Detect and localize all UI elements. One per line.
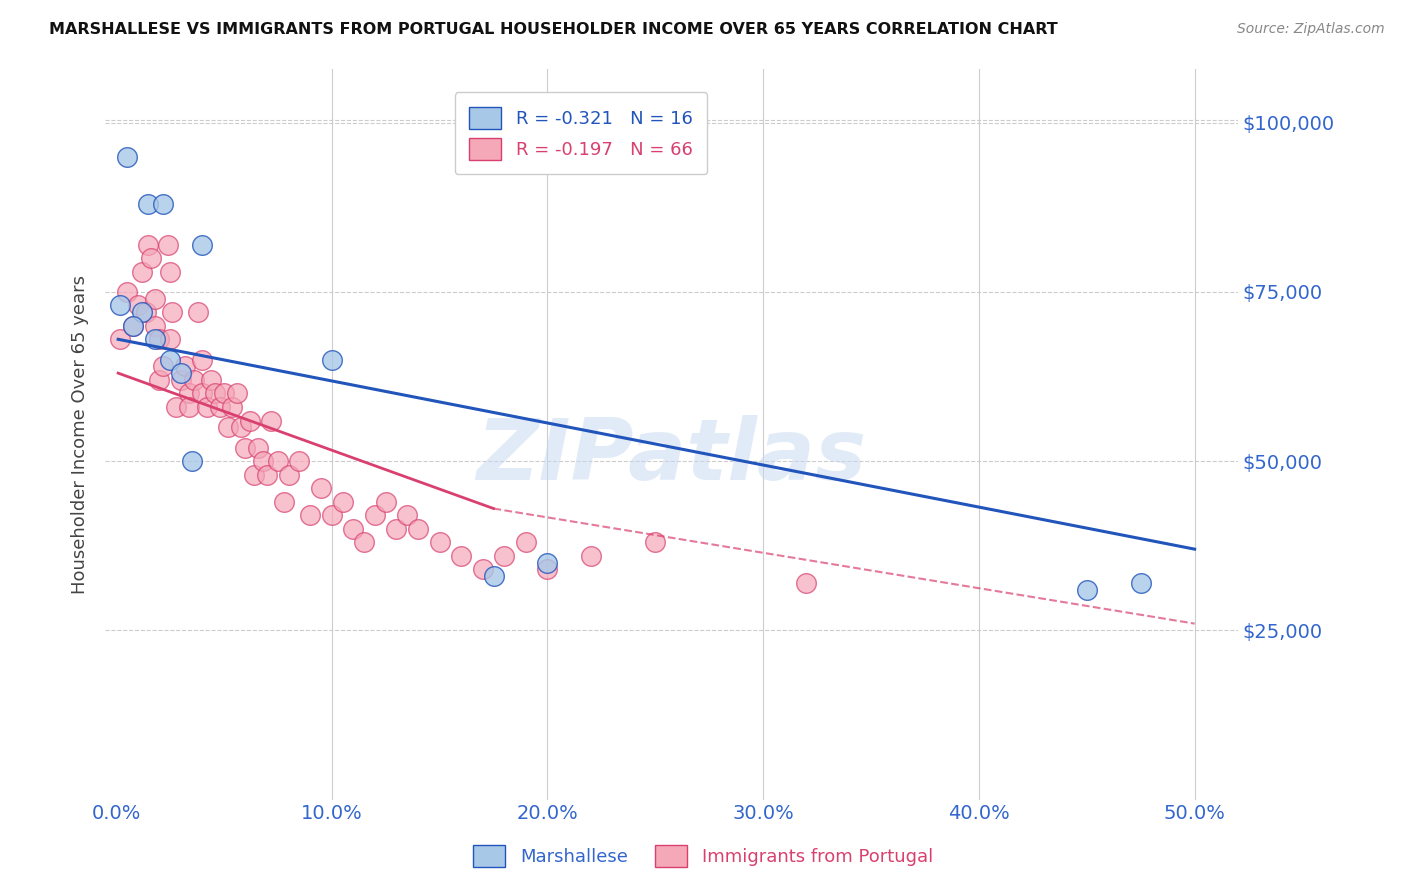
- Point: [1076, 582, 1098, 597]
- Point: [110, 332, 132, 346]
- Point: [221, 400, 243, 414]
- Point: [260, 413, 283, 427]
- Point: [115, 149, 138, 163]
- Point: [429, 535, 451, 549]
- Point: [179, 386, 201, 401]
- Point: [406, 522, 429, 536]
- Point: [256, 467, 278, 482]
- Point: [364, 508, 387, 523]
- Point: [332, 495, 354, 509]
- Point: [115, 285, 138, 299]
- Point: [579, 549, 602, 563]
- Point: [239, 413, 262, 427]
- Point: [396, 508, 419, 523]
- Point: [143, 332, 166, 346]
- Point: [471, 562, 494, 576]
- Point: [321, 508, 343, 523]
- Point: [247, 441, 270, 455]
- Point: [195, 400, 218, 414]
- Point: [170, 373, 193, 387]
- Point: [273, 495, 295, 509]
- Point: [131, 264, 153, 278]
- Y-axis label: Householder Income Over 65 years: Householder Income Over 65 years: [72, 275, 89, 593]
- Point: [235, 441, 257, 455]
- Point: [243, 467, 266, 482]
- Point: [148, 332, 170, 346]
- Point: [160, 305, 183, 319]
- Point: [139, 251, 162, 265]
- Point: [148, 373, 170, 387]
- Point: [122, 318, 145, 333]
- Point: [159, 352, 181, 367]
- Point: [180, 454, 202, 468]
- Point: [191, 386, 214, 401]
- Point: [152, 197, 174, 211]
- Point: [138, 237, 160, 252]
- Point: [165, 400, 187, 414]
- Point: [200, 373, 222, 387]
- Point: [159, 264, 181, 278]
- Point: [385, 522, 408, 536]
- Point: [191, 352, 214, 367]
- Point: [143, 292, 166, 306]
- Point: [183, 373, 205, 387]
- Point: [267, 454, 290, 468]
- Point: [536, 556, 558, 570]
- Point: [342, 522, 364, 536]
- Point: [1129, 576, 1152, 591]
- Point: [174, 359, 197, 374]
- Legend: R = -0.321   N = 16, R = -0.197   N = 66: R = -0.321 N = 16, R = -0.197 N = 66: [454, 92, 707, 174]
- Point: [374, 495, 396, 509]
- Point: [299, 508, 322, 523]
- Point: [159, 332, 181, 346]
- Point: [644, 535, 666, 549]
- Point: [187, 305, 209, 319]
- Text: MARSHALLESE VS IMMIGRANTS FROM PORTUGAL HOUSEHOLDER INCOME OVER 65 YEARS CORRELA: MARSHALLESE VS IMMIGRANTS FROM PORTUGAL …: [49, 22, 1057, 37]
- Point: [225, 386, 247, 401]
- Text: Source: ZipAtlas.com: Source: ZipAtlas.com: [1237, 22, 1385, 37]
- Point: [309, 481, 332, 495]
- Point: [127, 298, 149, 312]
- Point: [191, 237, 214, 252]
- Legend: Marshallese, Immigrants from Portugal: Marshallese, Immigrants from Portugal: [465, 838, 941, 874]
- Point: [217, 420, 239, 434]
- Point: [110, 298, 132, 312]
- Point: [536, 562, 558, 576]
- Point: [288, 454, 311, 468]
- Point: [515, 535, 537, 549]
- Point: [252, 454, 274, 468]
- Point: [794, 576, 817, 591]
- Text: ZIPatlas: ZIPatlas: [477, 415, 866, 498]
- Point: [135, 305, 157, 319]
- Point: [143, 318, 166, 333]
- Point: [212, 386, 235, 401]
- Point: [321, 352, 343, 367]
- Point: [229, 420, 252, 434]
- Point: [131, 305, 153, 319]
- Point: [179, 400, 201, 414]
- Point: [122, 318, 145, 333]
- Point: [353, 535, 375, 549]
- Point: [494, 549, 516, 563]
- Point: [152, 359, 174, 374]
- Point: [204, 386, 226, 401]
- Point: [208, 400, 231, 414]
- Point: [138, 197, 160, 211]
- Point: [156, 237, 179, 252]
- Point: [450, 549, 472, 563]
- Point: [277, 467, 299, 482]
- Point: [482, 569, 505, 583]
- Point: [170, 366, 193, 380]
